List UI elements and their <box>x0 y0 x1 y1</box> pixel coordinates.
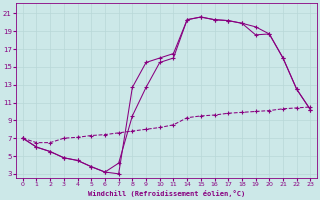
X-axis label: Windchill (Refroidissement éolien,°C): Windchill (Refroidissement éolien,°C) <box>88 190 245 197</box>
